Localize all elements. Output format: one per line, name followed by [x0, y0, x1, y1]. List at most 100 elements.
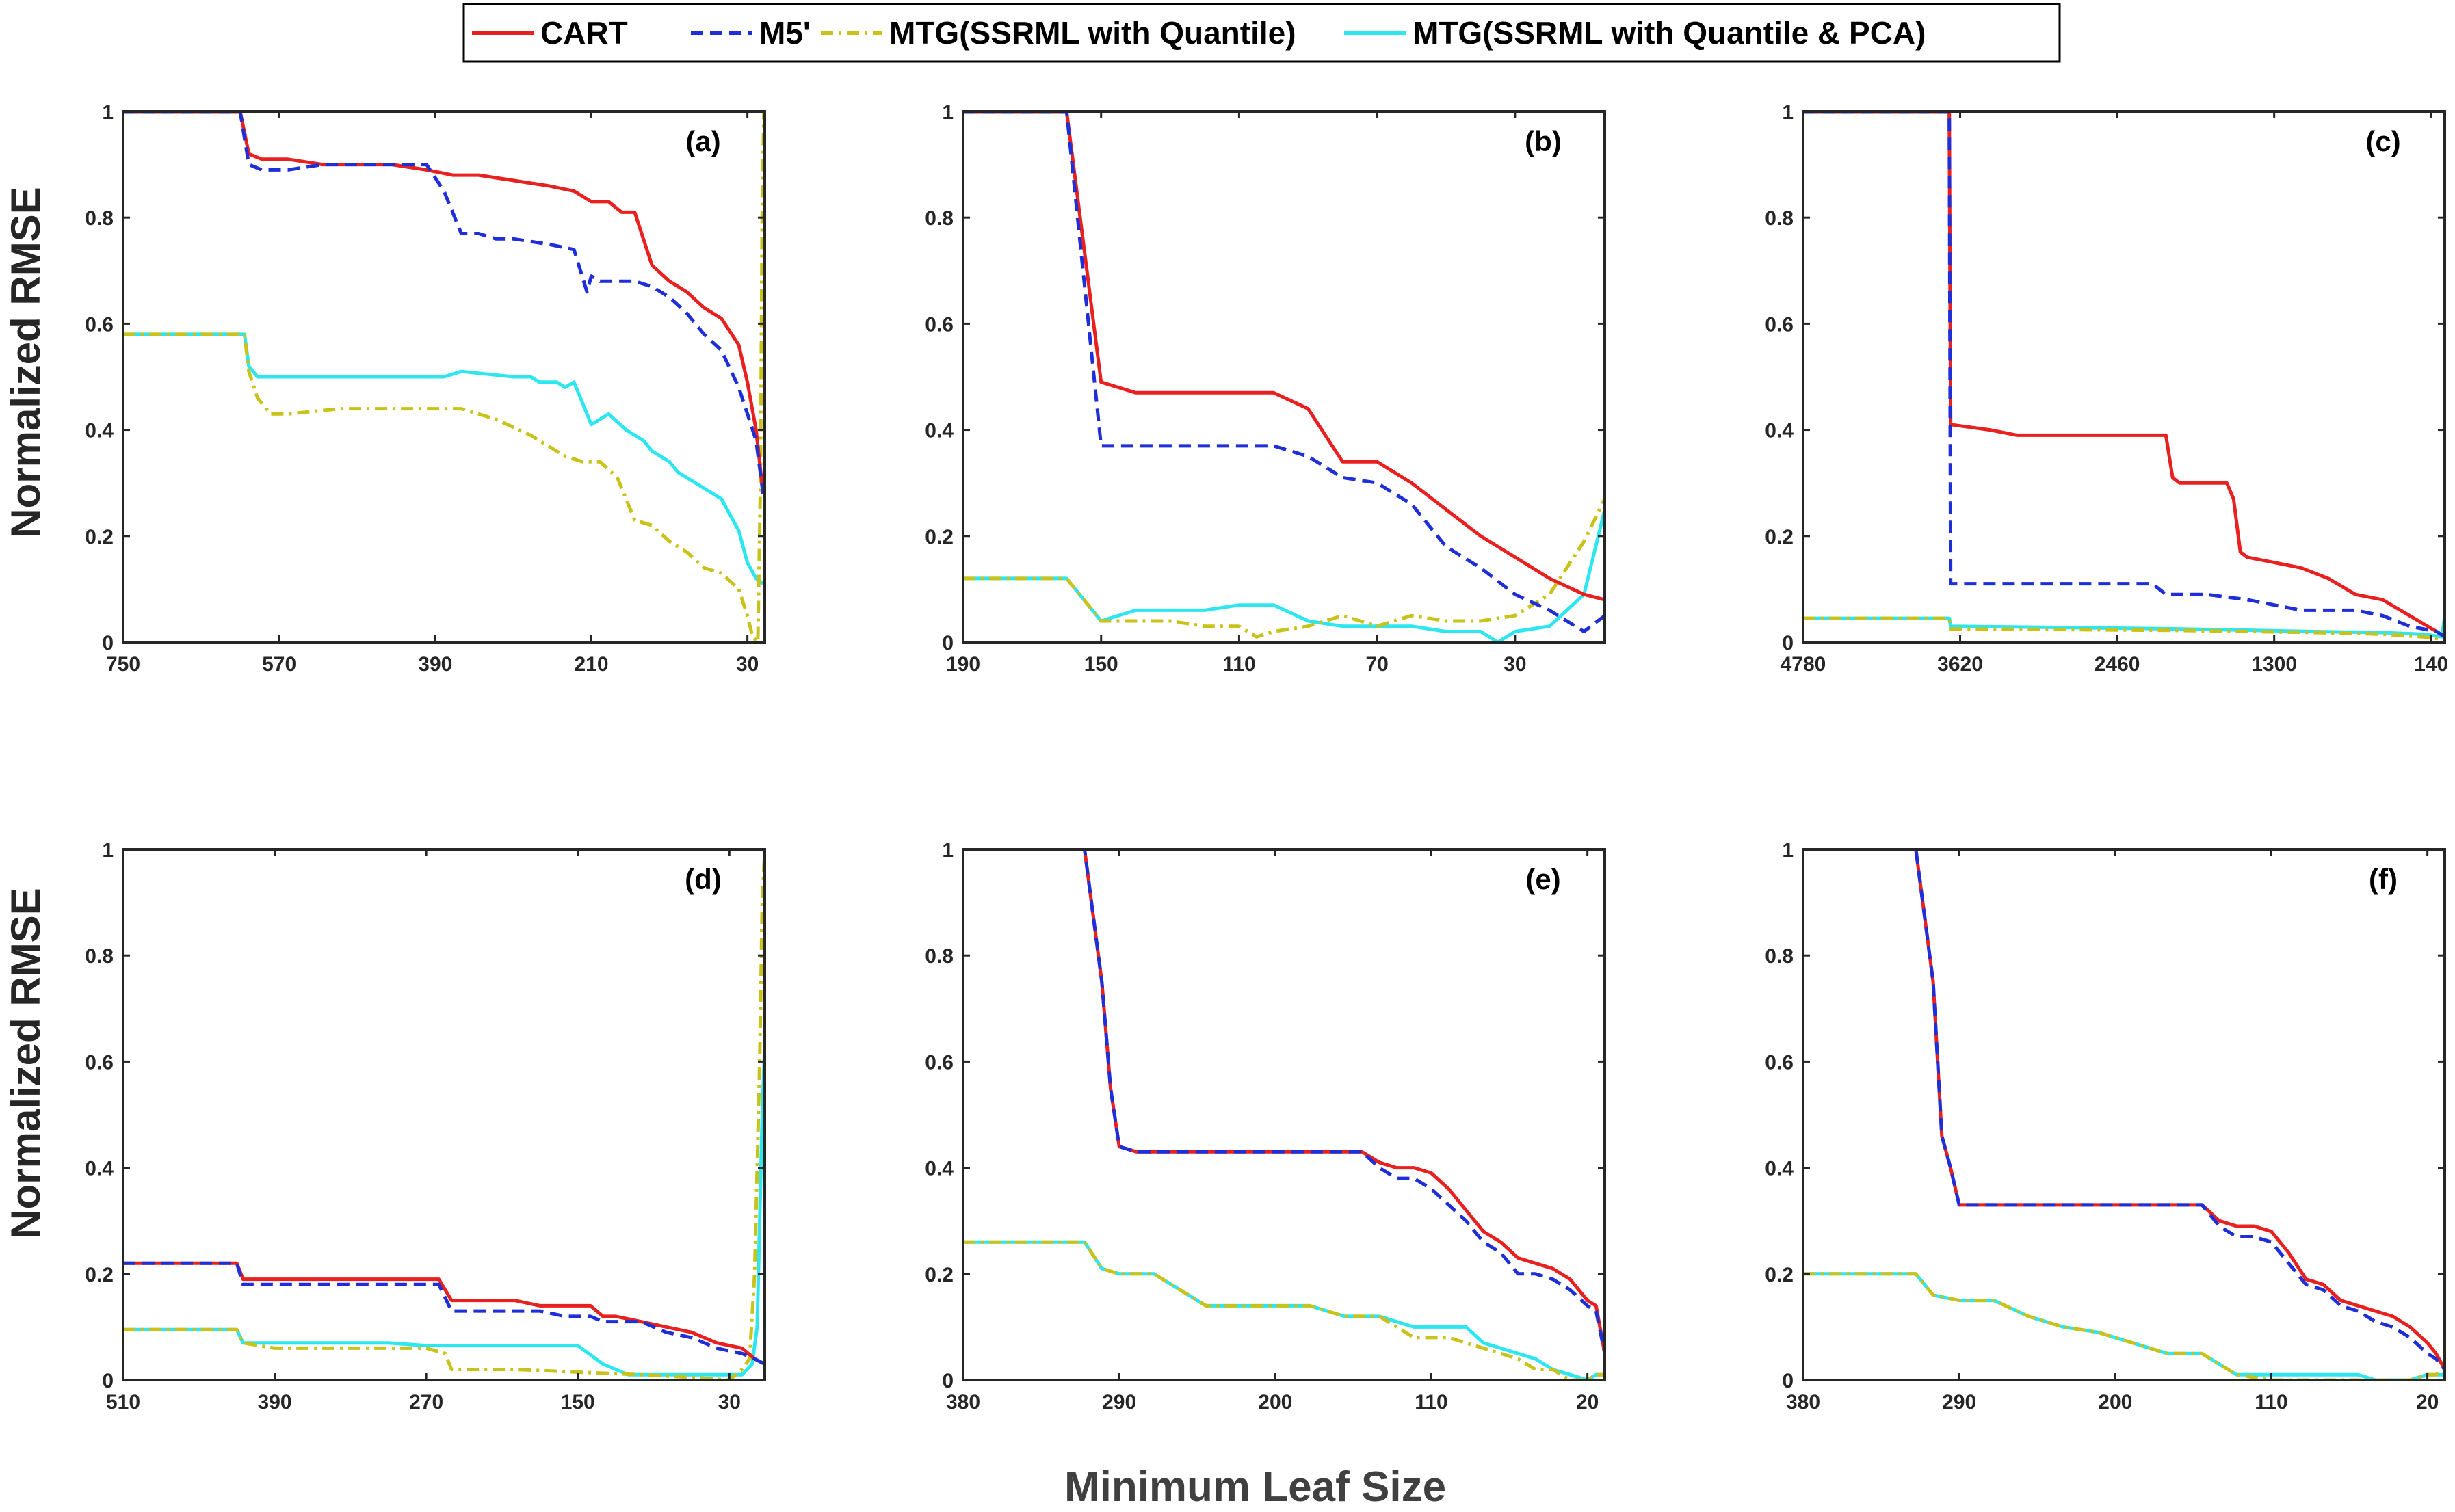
panel-d-xtick-label: 510: [106, 1391, 140, 1414]
panel-a: 0 0.2 0.4 0.6 0.8 1 750 570 390 210 30 (a): [85, 101, 766, 676]
legend-label-cart: CART: [540, 15, 628, 51]
panel-d-line-cart: [123, 1261, 765, 1366]
panel-f-plot-area: [1803, 849, 2445, 1380]
panel-f-ytick-label: 0.2: [1765, 1264, 1794, 1286]
panel-d-label: (d): [685, 863, 722, 895]
panel-f-line-mtg-ssrml-with-quantile: [1803, 1272, 2445, 1380]
panel-b-line-m5: [963, 111, 1605, 633]
panel-d-ytick-label: 0.6: [85, 1051, 114, 1074]
panel-e-ytick-label: 0.4: [925, 1158, 954, 1180]
panel-b-ytick-label: 0.4: [925, 420, 954, 442]
panel-e-series: [963, 849, 1605, 1380]
panel-e-xtick-label: 200: [1258, 1391, 1292, 1414]
panel-f-ytick-label: 0.4: [1765, 1158, 1794, 1180]
y-axis-label-top: Normalized RMSE: [3, 187, 49, 538]
panel-c-xtick-label: 4780: [1781, 653, 1826, 676]
panel-d-plot-area: [123, 849, 765, 1380]
panel-a-xtick-label: 390: [418, 653, 452, 676]
panel-e-xtick-label: 20: [1576, 1391, 1599, 1414]
panel-e-xtick-label: 380: [946, 1391, 980, 1414]
panel-c-ytick-label: 0: [1782, 632, 1794, 654]
x-axis-label: Minimum Leaf Size: [1064, 1463, 1446, 1511]
panel-e-ytick-label: 0: [942, 1370, 954, 1392]
panel-c-line-m5: [1803, 111, 2445, 639]
panel-f-ytick-label: 0.6: [1765, 1051, 1794, 1074]
panel-a-series: [123, 111, 765, 642]
panel-d-xtick-label: 270: [409, 1391, 443, 1414]
panel-a-line-cart: [123, 111, 765, 494]
panel-f-ytick-label: 0.8: [1765, 945, 1794, 968]
panel-b-ytick-label: 1: [942, 101, 954, 124]
panel-a-xtick-label: 570: [262, 653, 296, 676]
panel-c-label: (c): [2365, 125, 2400, 157]
panel-d-line-mtg-ssrml-with-quantile: [123, 849, 765, 1380]
panel-e-ytick-label: 1: [942, 839, 954, 862]
panel-c-xtick-label: 2460: [2095, 653, 2140, 676]
panel-f-xtick-label: 20: [2416, 1391, 2439, 1414]
panel-d-xtick-label: 390: [258, 1391, 292, 1414]
legend-label-mtg-ssrml-with-quantile: MTG(SSRML with Quantile): [889, 15, 1296, 51]
panel-d-ytick-label: 0: [102, 1370, 114, 1392]
panel-b-line-cart: [963, 111, 1605, 602]
panel-c-ytick-label: 0.8: [1765, 207, 1794, 230]
panel-f-xtick-label: 380: [1786, 1391, 1820, 1414]
panel-d-line-m5: [123, 1261, 765, 1366]
panel-a-ytick-label: 0: [102, 632, 114, 654]
panel-f-ytick-label: 1: [1782, 839, 1794, 862]
panel-d-xtick-label: 30: [718, 1391, 741, 1414]
panel-a-ytick-label: 0.2: [85, 526, 114, 548]
panel-c-plot-area: [1803, 111, 2445, 642]
panel-c-xtick-label: 140: [2414, 653, 2448, 676]
panel-f-series: [1803, 849, 2445, 1380]
y-axis-label-bottom: Normalized RMSE: [3, 888, 49, 1238]
panel-b-series: [963, 111, 1605, 642]
panel-e-ytick-label: 0.6: [925, 1051, 954, 1074]
panel-c-xtick-label: 3620: [1937, 653, 1983, 676]
panel-f-xtick-label: 290: [1942, 1391, 1976, 1414]
panel-c-xtick-label: 1300: [2251, 653, 2297, 676]
panel-e-frame: [962, 848, 1606, 1381]
panel-e-line-cart: [963, 849, 1605, 1354]
panel-f-label: (f): [2369, 863, 2398, 895]
legend: CART M5' MTG(SSRML with Quantile) MTG(SSRML…: [462, 3, 2061, 63]
panel-b-xtick-label: 30: [1504, 653, 1526, 676]
panel-b-line-mtg-ssrml-with-quantile-pca: [963, 509, 1605, 642]
panel-f-xtick-label: 200: [2098, 1391, 2132, 1414]
panel-a-ytick-label: 0.6: [85, 313, 114, 336]
panel-c-frame: [1802, 110, 2446, 644]
panel-b-xtick-label: 70: [1365, 653, 1388, 676]
panel-c: 0 0.2 0.4 0.6 0.8 1 4780 3620 2460 1300 140 (c): [1765, 101, 2448, 676]
panel-b-ytick-label: 0: [942, 632, 954, 654]
panel-e-xtick-label: 290: [1102, 1391, 1136, 1414]
panel-c-ytick-label: 0.4: [1765, 420, 1794, 442]
panel-f-line-m5: [1803, 849, 2445, 1371]
panel-d-xtick-label: 150: [561, 1391, 595, 1414]
panel-a-frame: [122, 110, 766, 644]
panel-f-xtick-label: 110: [2255, 1391, 2287, 1414]
panel-b-plot-area: [963, 111, 1605, 642]
panel-e-xtick-label: 110: [1415, 1391, 1447, 1414]
panel-a-line-mtg-ssrml-with-quantile: [123, 111, 765, 642]
panel-d-ytick-label: 0.8: [85, 945, 114, 968]
panel-b-label: (b): [1525, 125, 1562, 157]
panel-b-ytick-label: 0.8: [925, 207, 954, 230]
panel-a-ytick-label: 1: [102, 101, 114, 124]
panel-a-line-mtg-ssrml-with-quantile-pca: [123, 332, 765, 585]
panel-a-ytick-label: 0.4: [85, 420, 114, 442]
panel-e: 0 0.2 0.4 0.6 0.8 1 380 290 200 110 20 (e): [925, 839, 1606, 1414]
panel-e-line-m5: [963, 849, 1605, 1354]
legend-label-mtg-ssrml-with-quantile-pca: MTG(SSRML with Quantile & PCA): [1413, 15, 1926, 51]
panel-d-ytick-label: 0.2: [85, 1264, 114, 1286]
panel-c-ytick-label: 0.2: [1765, 526, 1794, 548]
panel-b-xtick-label: 190: [946, 653, 980, 676]
panel-a-ytick-label: 0.8: [85, 207, 114, 230]
panel-d-series: [123, 849, 765, 1380]
panel-a-xtick-label: 750: [106, 653, 140, 676]
panel-e-label: (e): [1525, 863, 1560, 895]
panel-d-line-mtg-ssrml-with-quantile-pca: [123, 1046, 765, 1377]
panel-b-line-mtg-ssrml-with-quantile: [963, 498, 1605, 639]
panel-f: 0 0.2 0.4 0.6 0.8 1 380 290 200 110 20 (f): [1765, 839, 2446, 1414]
panel-d: 0 0.2 0.4 0.6 0.8 1 510 390 270 150 30 (d): [85, 839, 766, 1414]
panel-e-ytick-label: 0.2: [925, 1264, 954, 1286]
